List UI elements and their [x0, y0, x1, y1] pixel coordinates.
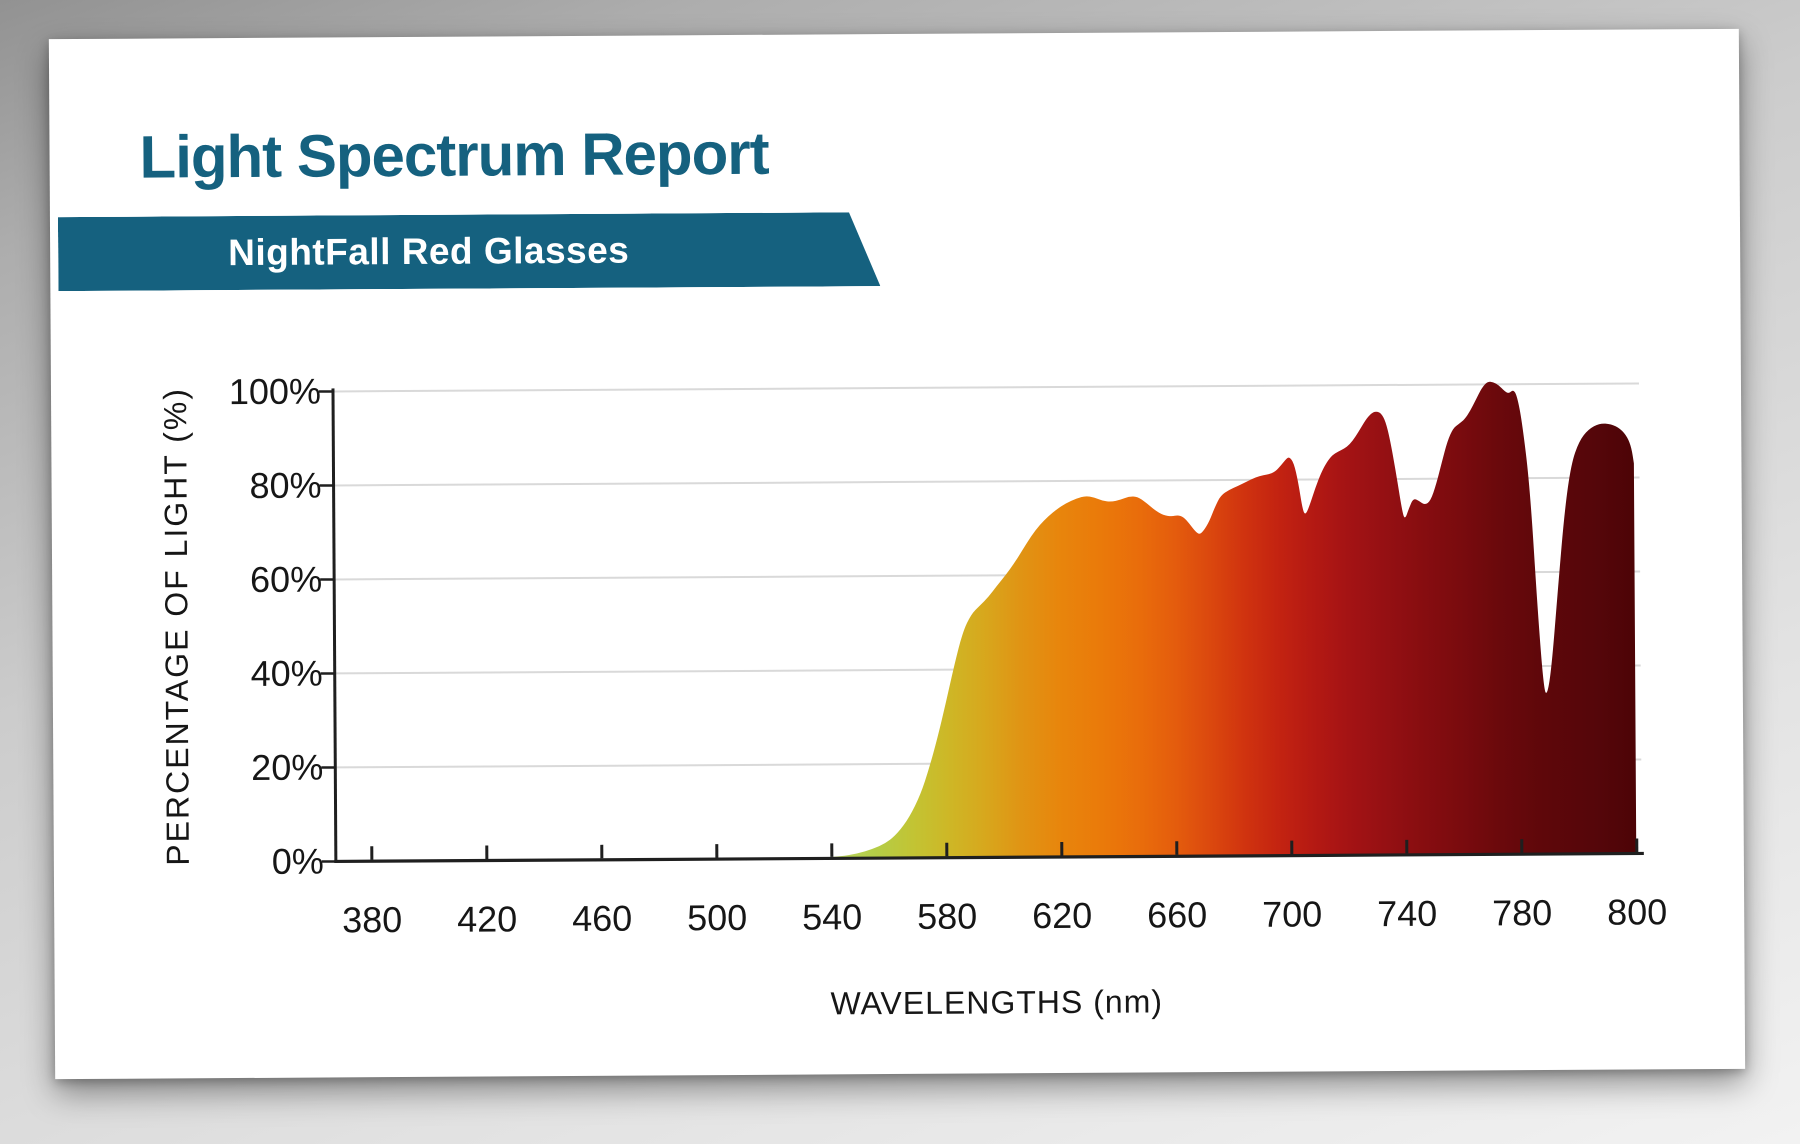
spectrum-chart-svg	[318, 381, 1644, 864]
y-tick-label-20: 20%	[251, 746, 324, 788]
x-axis-line	[334, 851, 1644, 864]
x-tick-label-420: 420	[457, 898, 518, 940]
x-tick-label-800: 800	[1607, 891, 1668, 933]
x-tick-label-700: 700	[1262, 893, 1323, 935]
x-tick-label-460: 460	[572, 897, 633, 939]
x-tick-label-780: 780	[1492, 892, 1553, 934]
report-card: Light Spectrum Report NightFall Red Glas…	[48, 28, 1746, 1080]
spectrum-area-path	[371, 381, 1637, 862]
y-axis-ticks	[318, 390, 335, 863]
x-tick-label-500: 500	[687, 896, 748, 939]
y-tick-label-40: 40%	[250, 652, 323, 694]
x-axis-title: WAVELENGTHS (nm)	[830, 983, 1164, 1022]
y-axis-title: PERCENTAGE OF LIGHT (%)	[156, 386, 196, 866]
x-tick-label-740: 740	[1377, 892, 1438, 935]
y-tick-label-0: 0%	[271, 840, 324, 882]
x-tick-label-380: 380	[342, 899, 403, 941]
y-tick-label-100: 100%	[228, 370, 322, 413]
x-tick-label-580: 580	[917, 895, 978, 937]
y-tick-label-60: 60%	[249, 558, 323, 600]
y-tick-label-80: 80%	[249, 464, 322, 506]
x-tick-label-540: 540	[802, 896, 863, 938]
x-tick-label-660: 660	[1147, 894, 1208, 936]
x-tick-label-620: 620	[1032, 894, 1093, 937]
y-axis-line	[331, 388, 338, 863]
x-axis-ticks	[370, 838, 1639, 860]
